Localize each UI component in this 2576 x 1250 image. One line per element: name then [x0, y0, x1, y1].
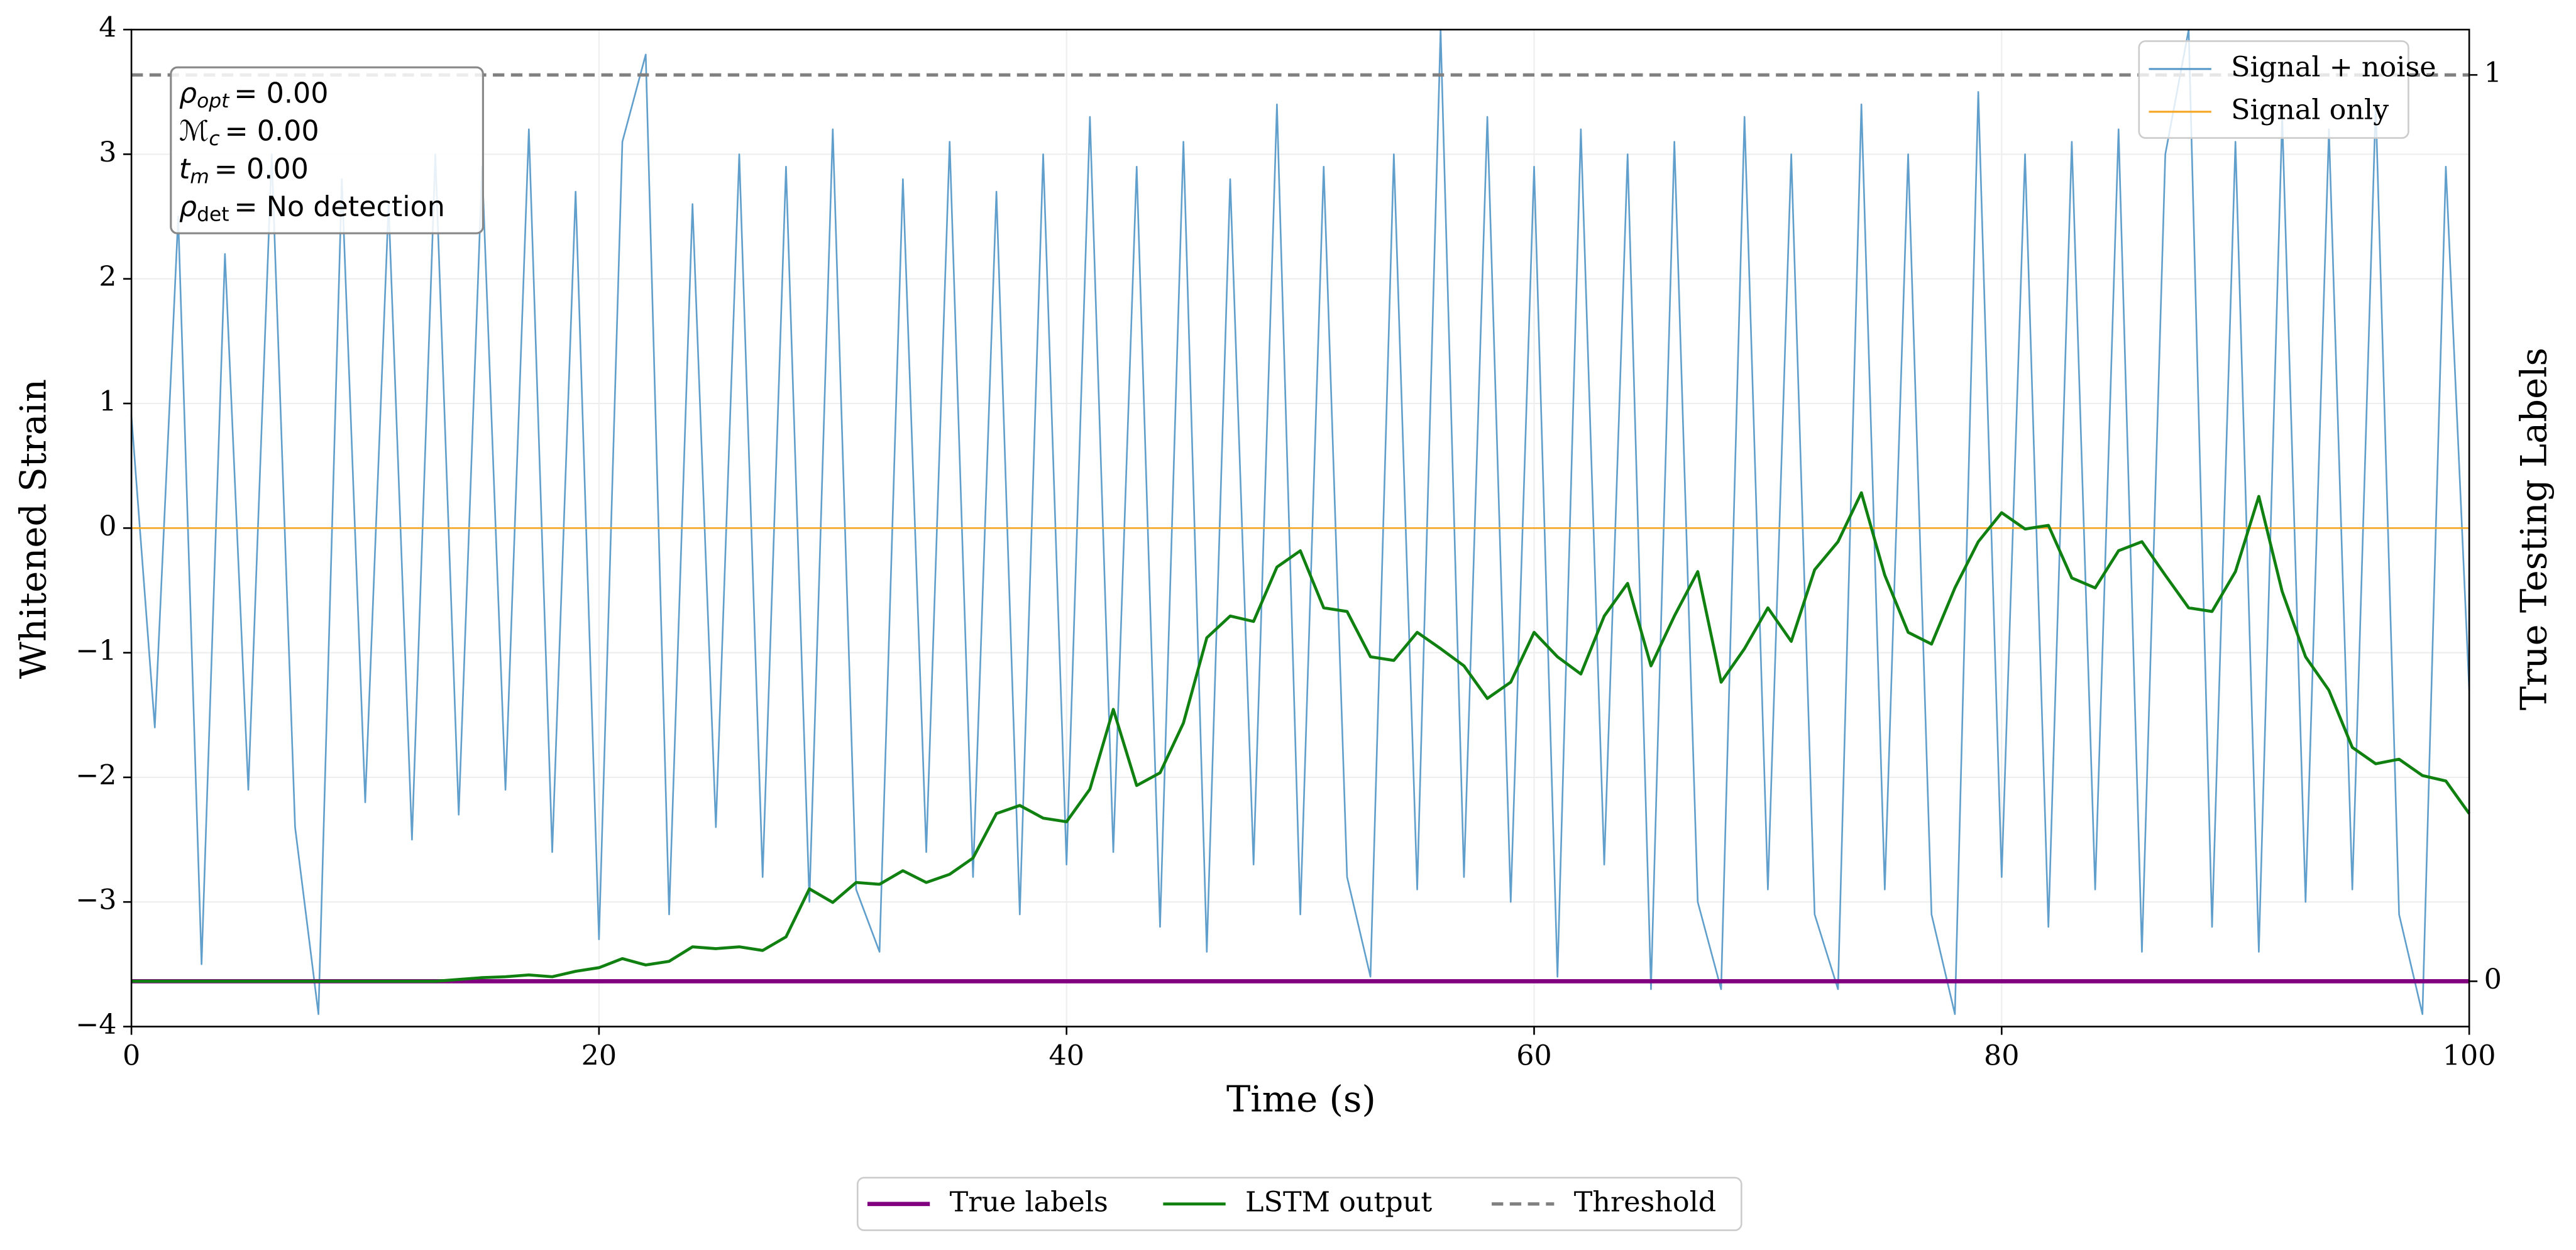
- legend-label: Threshold: [1574, 1186, 1716, 1218]
- annotation-symbol: ℳ: [179, 116, 209, 148]
- annotation-symbol: t: [179, 153, 191, 185]
- legend-label: Signal only: [2231, 94, 2389, 126]
- annotation-sub: opt: [197, 90, 230, 112]
- x-tick-label: 80: [1984, 1040, 2020, 1072]
- y-tick-label: 4: [99, 12, 116, 44]
- y-tick-label: 2: [99, 261, 116, 293]
- y-tick-label: −2: [75, 759, 116, 791]
- annotation-sub: c: [209, 128, 219, 150]
- y-tick-label: −3: [75, 884, 116, 916]
- legend-label: Signal + noise: [2231, 51, 2436, 83]
- x-tick-label: 40: [1049, 1040, 1084, 1072]
- annotation-sub: det: [197, 203, 229, 226]
- legend-box: [856, 1176, 1742, 1231]
- annotation-sub: m: [190, 165, 209, 188]
- y2-tick-label: 1: [2484, 57, 2502, 89]
- series-line: [130, 28, 2470, 1015]
- x-axis-label: Time (s): [1226, 1078, 1376, 1121]
- annotation-symbol: ρ: [179, 191, 197, 223]
- annotation-line: ℳc = 0.00: [179, 116, 319, 150]
- legend-label: True labels: [950, 1186, 1108, 1218]
- annotation-text: = 0.00: [224, 116, 319, 148]
- annotation-text: = 0.00: [214, 153, 309, 185]
- x-tick-label: 60: [1516, 1040, 1552, 1072]
- y-tick-label: 1: [99, 386, 116, 418]
- legend-label: LSTM output: [1245, 1186, 1432, 1218]
- annotation-line: ρopt = 0.00: [179, 78, 329, 112]
- annotation-symbol: ρ: [179, 78, 197, 110]
- y-tick-label: −4: [75, 1009, 116, 1041]
- y2-axis-label: True Testing Labels: [2513, 348, 2555, 710]
- annotation-line: tm = 0.00: [179, 153, 309, 188]
- x-tick-label: 20: [581, 1040, 617, 1072]
- annotation-text: = No detection: [234, 191, 445, 223]
- x-tick-label: 100: [2443, 1040, 2496, 1072]
- series-line: [131, 491, 2471, 983]
- y-tick-label: −1: [75, 635, 116, 667]
- annotation-line: ρdet = No detection: [179, 191, 445, 226]
- annotation-box: [170, 66, 484, 234]
- x-tick-label: 0: [123, 1040, 140, 1072]
- annotation-text: = 0.00: [234, 78, 328, 110]
- y-tick-label: 0: [99, 510, 116, 542]
- legend-box: [2138, 40, 2409, 139]
- y-axis-label: Whitened Strain: [13, 379, 55, 679]
- y2-tick-label: 0: [2484, 963, 2502, 995]
- y-tick-label: 3: [99, 136, 116, 168]
